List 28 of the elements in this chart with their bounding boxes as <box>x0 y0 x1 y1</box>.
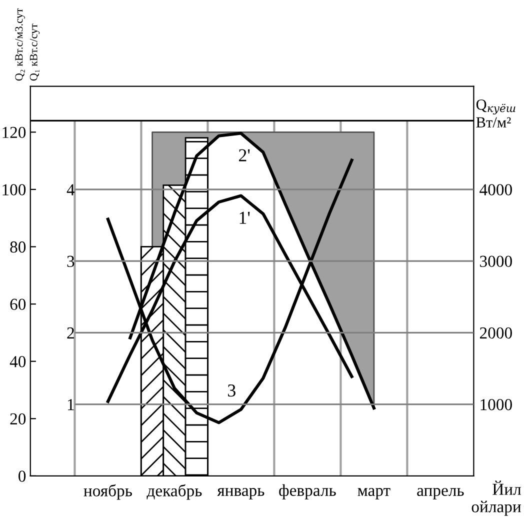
x-tick-label: ноябрь <box>84 484 132 500</box>
y2-tick-label: 3000 <box>480 256 512 268</box>
y2-tick-label: 4000 <box>480 184 512 196</box>
y-tick-label: 100 <box>2 184 26 196</box>
y3-tick-label: 4 <box>66 184 75 196</box>
y-tick-label: 60 <box>10 298 26 310</box>
y2-tick-label: 2000 <box>480 327 512 339</box>
series-label: 1' <box>240 212 250 224</box>
x-tick-label: январь <box>217 488 264 500</box>
y-tick-label: 40 <box>10 356 26 368</box>
x-tick-label: апрель <box>417 488 464 500</box>
y-tick-label: 0 <box>18 470 26 482</box>
y3-tick-label: 3 <box>67 256 74 268</box>
x-tick-label: февраль <box>279 484 336 500</box>
y2-tick-label: 1000 <box>480 399 512 410</box>
y-tick-label: 80 <box>10 241 26 253</box>
series-label: 3 <box>228 384 236 397</box>
y2-axis-title: Q$_{куёш}$ Вт/м² <box>476 100 516 128</box>
y3-tick-label: 2 <box>67 327 74 338</box>
x-tick-label: декабрь <box>146 484 202 500</box>
y-tick-label: 20 <box>10 413 26 425</box>
x-axis-title: Йил ойлари <box>472 480 521 516</box>
y3-axis-title: Q₁ кВт.с/сут <box>30 24 40 81</box>
y3-tick-label: 1 <box>68 399 74 410</box>
y-tick-label: 120 <box>2 126 26 138</box>
series-label: 2' <box>238 149 250 162</box>
x-tick-label: март <box>358 488 390 500</box>
y-axis-title: Q₂ кВт.с/м3.сут <box>15 8 25 81</box>
